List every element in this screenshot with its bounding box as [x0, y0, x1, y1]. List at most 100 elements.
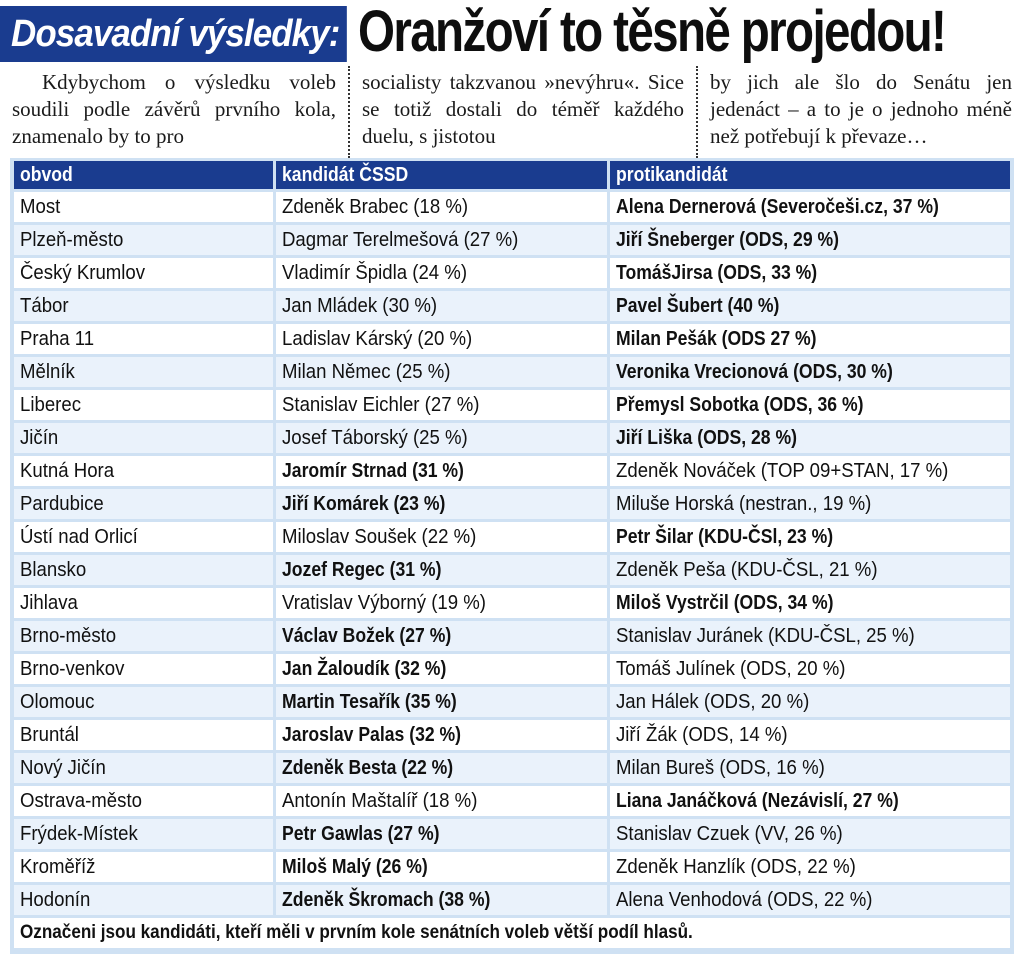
- table-row: Bruntál Jaroslav Palas (32 %) Jiří Žák (OD…: [14, 720, 1010, 750]
- cell-kandidat: Petr Gawlas (27 %): [276, 819, 610, 849]
- cell-protikandidat: Tomáš Julínek (ODS, 20 %): [610, 654, 1010, 684]
- cell-kandidat: Jiří Komárek (23 %): [276, 489, 610, 519]
- cell-protikandidat: Jiří Šneberger (ODS, 29 %): [610, 225, 1010, 255]
- intro-text: Kdybychom o výsledku voleb soudili podle…: [0, 66, 1024, 158]
- cell-protikandidat: Alena Dernerová (Severočeši.cz, 37 %): [610, 192, 1010, 222]
- cell-protikandidat: Miloš Vystrčil (ODS, 34 %): [610, 588, 1010, 618]
- cell-obvod: Tábor: [14, 291, 276, 321]
- cell-obvod: Jičín: [14, 423, 276, 453]
- table-row: Brno-město Václav Božek (27 %) Stanislav J…: [14, 621, 1010, 651]
- results-table: obvod kandidát ČSSD protikandidát Most Zd…: [14, 158, 1010, 918]
- table-row: Nový Jičín Zdeněk Besta (22 %) Milan Bureš…: [14, 753, 1010, 783]
- cell-kandidat: Zdeněk Brabec (18 %): [276, 192, 610, 222]
- table-row: Kroměříž Miloš Malý (26 %) Zdeněk Hanzlík …: [14, 852, 1010, 882]
- intro-column-1: Kdybychom o výsledku voleb soudili podle…: [12, 70, 336, 148]
- cell-protikandidat: Jiří Liška (ODS, 28 %): [610, 423, 1010, 453]
- cell-obvod: Hodonín: [14, 885, 276, 915]
- cell-kandidat: Václav Božek (27 %): [276, 621, 610, 651]
- table-row: Plzeň-město Dagmar Terelmešová (27 %) Jiří…: [14, 225, 1010, 255]
- cell-kandidat: Miloš Malý (26 %): [276, 852, 610, 882]
- cell-kandidat: Jaromír Strnad (31 %): [276, 456, 610, 486]
- intro-column-2: socialisty takzvanou »nevýhru«. Sice se …: [348, 66, 696, 158]
- table-row: Pardubice Jiří Komárek (23 %) Miluše Horsk…: [14, 489, 1010, 519]
- results-table-panel: obvod kandidát ČSSD protikandidát Most Zd…: [10, 158, 1014, 954]
- cell-protikandidat: Stanislav Juránek (KDU-ČSL, 25 %): [610, 621, 1010, 651]
- cell-kandidat: Zdeněk Škromach (38 %): [276, 885, 610, 915]
- cell-kandidat: Milan Němec (25 %): [276, 357, 610, 387]
- cell-protikandidat: Veronika Vrecionová (ODS, 30 %): [610, 357, 1010, 387]
- cell-kandidat: Vladimír Špidla (24 %): [276, 258, 610, 288]
- headline: Dosavadní výsledky: Oranžoví to těsně pr…: [0, 0, 1024, 66]
- table-row: Hodonín Zdeněk Škromach (38 %) Alena Venho…: [14, 885, 1010, 915]
- header-obvod: obvod: [14, 161, 276, 189]
- cell-kandidat: Josef Táborský (25 %): [276, 423, 610, 453]
- cell-protikandidat: Stanislav Czuek (VV, 26 %): [610, 819, 1010, 849]
- table-row: Praha 11 Ladislav Kárský (20 %) Milan Pešá…: [14, 324, 1010, 354]
- cell-kandidat: Stanislav Eichler (27 %): [276, 390, 610, 420]
- cell-kandidat: Zdeněk Besta (22 %): [276, 753, 610, 783]
- table-row: Český Krumlov Vladimír Špidla (24 %) Tomáš…: [14, 258, 1010, 288]
- cell-obvod: Nový Jičín: [14, 753, 276, 783]
- table-row: Most Zdeněk Brabec (18 %) Alena Dernerová …: [14, 192, 1010, 222]
- cell-protikandidat: Milan Pešák (ODS 27 %): [610, 324, 1010, 354]
- cell-protikandidat: Jiří Žák (ODS, 14 %): [610, 720, 1010, 750]
- table-row: Blansko Jozef Regec (31 %) Zdeněk Peša (KD…: [14, 555, 1010, 585]
- cell-protikandidat: Jan Hálek (ODS, 20 %): [610, 687, 1010, 717]
- cell-kandidat: Martin Tesařík (35 %): [276, 687, 610, 717]
- headline-kicker: Dosavadní výsledky:: [0, 6, 347, 62]
- table-row: Ústí nad Orlicí Miloslav Soušek (22 %) Pet…: [14, 522, 1010, 552]
- table-row: Brno-venkov Jan Žaloudík (32 %) Tomáš Julí…: [14, 654, 1010, 684]
- cell-protikandidat: Alena Venhodová (ODS, 22 %): [610, 885, 1010, 915]
- intro-column-3: by jich ale šlo do Senátu jen jedenáct –…: [696, 66, 1024, 158]
- cell-obvod: Liberec: [14, 390, 276, 420]
- cell-obvod: Plzeň-město: [14, 225, 276, 255]
- cell-protikandidat: Přemysl Sobotka (ODS, 36 %): [610, 390, 1010, 420]
- table-row: Liberec Stanislav Eichler (27 %) Přemysl S…: [14, 390, 1010, 420]
- cell-obvod: Brno-venkov: [14, 654, 276, 684]
- cell-obvod: Ústí nad Orlicí: [14, 522, 276, 552]
- cell-obvod: Blansko: [14, 555, 276, 585]
- cell-obvod: Brno-město: [14, 621, 276, 651]
- cell-kandidat: Jan Žaloudík (32 %): [276, 654, 610, 684]
- cell-kandidat: Vratislav Výborný (19 %): [276, 588, 610, 618]
- cell-protikandidat: Pavel Šubert (40 %): [610, 291, 1010, 321]
- table-header-row: obvod kandidát ČSSD protikandidát: [14, 161, 1010, 189]
- cell-obvod: Ostrava-město: [14, 786, 276, 816]
- table-row: Olomouc Martin Tesařík (35 %) Jan Hálek (O…: [14, 687, 1010, 717]
- cell-protikandidat: Petr Šilar (KDU-ČSl, 23 %): [610, 522, 1010, 552]
- cell-kandidat: Miloslav Soušek (22 %): [276, 522, 610, 552]
- cell-obvod: Bruntál: [14, 720, 276, 750]
- table-row: Mělník Milan Němec (25 %) Veronika Vrecion…: [14, 357, 1010, 387]
- cell-protikandidat: Liana Janáčková (Nezávislí, 27 %): [610, 786, 1010, 816]
- cell-protikandidat: Zdeněk Peša (KDU-ČSL, 21 %): [610, 555, 1010, 585]
- cell-obvod: Kroměříž: [14, 852, 276, 882]
- table-row: Tábor Jan Mládek (30 %) Pavel Šubert (40 %…: [14, 291, 1010, 321]
- cell-protikandidat: Milan Bureš (ODS, 16 %): [610, 753, 1010, 783]
- header-protikandidat: protikandidát: [610, 161, 1010, 189]
- cell-obvod: Mělník: [14, 357, 276, 387]
- cell-kandidat: Jozef Regec (31 %): [276, 555, 610, 585]
- header-kandidat: kandidát ČSSD: [276, 161, 610, 189]
- cell-protikandidat: Zdeněk Nováček (TOP 09+STAN, 17 %): [610, 456, 1010, 486]
- cell-protikandidat: TomášJirsa (ODS, 33 %): [610, 258, 1010, 288]
- cell-protikandidat: Miluše Horská (nestran., 19 %): [610, 489, 1010, 519]
- headline-title: Oranžoví to těsně projedou!: [358, 0, 947, 64]
- cell-obvod: Jihlava: [14, 588, 276, 618]
- cell-obvod: Český Krumlov: [14, 258, 276, 288]
- cell-kandidat: Ladislav Kárský (20 %): [276, 324, 610, 354]
- cell-kandidat: Dagmar Terelmešová (27 %): [276, 225, 610, 255]
- cell-obvod: Olomouc: [14, 687, 276, 717]
- cell-kandidat: Antonín Maštalíř (18 %): [276, 786, 610, 816]
- cell-kandidat: Jan Mládek (30 %): [276, 291, 610, 321]
- table-row: Ostrava-město Antonín Maštalíř (18 %) Lian…: [14, 786, 1010, 816]
- cell-obvod: Most: [14, 192, 276, 222]
- table-row: Jičín Josef Táborský (25 %) Jiří Liška (OD…: [14, 423, 1010, 453]
- table-row: Frýdek-Místek Petr Gawlas (27 %) Stanislav…: [14, 819, 1010, 849]
- cell-kandidat: Jaroslav Palas (32 %): [276, 720, 610, 750]
- cell-obvod: Pardubice: [14, 489, 276, 519]
- table-row: Kutná Hora Jaromír Strnad (31 %) Zdeněk No…: [14, 456, 1010, 486]
- table-row: Jihlava Vratislav Výborný (19 %) Miloš Vys…: [14, 588, 1010, 618]
- table-footnote: Označeni jsou kandidáti, kteří měli v pr…: [14, 918, 1010, 948]
- cell-obvod: Frýdek-Místek: [14, 819, 276, 849]
